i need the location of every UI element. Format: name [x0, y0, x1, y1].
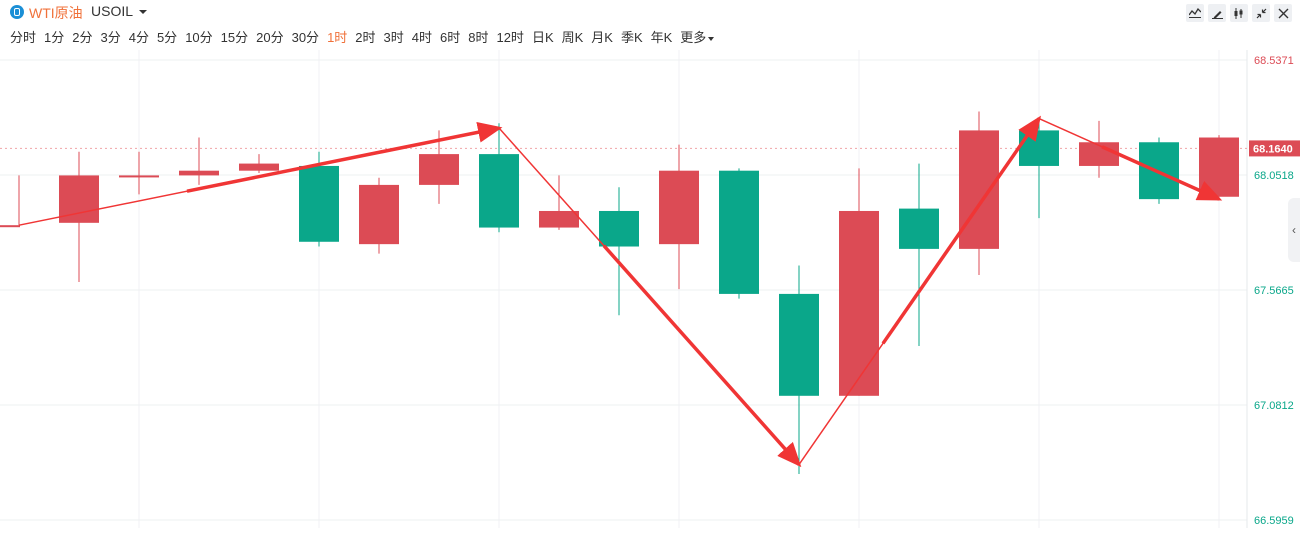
candle-body [1199, 137, 1239, 197]
candle-body [479, 154, 519, 228]
line-chart-icon[interactable] [1186, 4, 1204, 22]
more-periods-button[interactable]: 更多 [680, 27, 715, 45]
chevron-down-icon [708, 36, 715, 41]
period-tab[interactable]: 12时 [496, 30, 524, 45]
chart-header: WTI原油 USOIL [0, 0, 1300, 24]
candle-body [779, 293, 819, 396]
chevron-left-icon[interactable]: ‹ [1288, 198, 1300, 262]
trend-arrow-head [881, 115, 1041, 345]
period-tab[interactable]: 月K [591, 30, 613, 45]
period-tab[interactable]: 2时 [355, 30, 376, 45]
collapse-icon[interactable] [1252, 4, 1270, 22]
y-tick-label: 67.0812 [1254, 400, 1294, 412]
y-tick-label: 68.0518 [1254, 170, 1294, 182]
chevron-down-icon[interactable] [139, 10, 147, 14]
candle-body [659, 170, 699, 245]
period-tab[interactable]: 1时 [327, 30, 348, 45]
period-tab[interactable]: 30分 [291, 30, 320, 45]
period-tab[interactable]: 日K [531, 30, 554, 45]
period-tab[interactable]: 周K [561, 30, 584, 45]
candle-body [59, 175, 99, 223]
draw-pen-icon[interactable] [1208, 4, 1226, 22]
current-price-badge [1249, 140, 1300, 157]
candle-body [179, 170, 219, 176]
candle-body [359, 184, 399, 245]
y-tick-label: 66.5959 [1254, 515, 1294, 527]
candlestick-settings-icon[interactable] [1230, 4, 1248, 22]
symbol-name[interactable]: WTI原油 [29, 5, 83, 21]
period-tab[interactable]: 分时 [10, 30, 37, 45]
trend-arrow-head [1101, 145, 1223, 201]
candle-body [239, 163, 279, 171]
toolbar [1186, 4, 1292, 22]
period-tab[interactable]: 20分 [256, 30, 284, 45]
candle-body [899, 208, 939, 249]
candle-body [419, 154, 459, 185]
period-tab[interactable]: 3分 [100, 30, 121, 45]
period-tab[interactable]: 年K [650, 30, 673, 45]
period-tabs: 分时 1分 2分 3分 4分 5分 10分 15分 20分 30分 1时 2时 3时 4时 6时 8时 12时日… [10, 27, 722, 45]
period-tab[interactable]: 15分 [220, 30, 249, 45]
candle-body [839, 210, 879, 396]
period-tab[interactable]: 6时 [440, 30, 461, 45]
more-periods-label: 更多 [680, 30, 707, 45]
y-tick-label: 67.5665 [1254, 285, 1294, 297]
trend-arrow-head [186, 121, 503, 193]
candle-body [299, 165, 339, 242]
period-tab[interactable]: 3时 [383, 30, 404, 45]
trend-arrow-head [602, 244, 802, 468]
period-tab[interactable]: 2分 [72, 30, 93, 45]
candle-body [539, 210, 579, 228]
candle-body [0, 225, 20, 228]
symbol-icon [10, 5, 24, 19]
symbol-code[interactable]: USOIL [91, 3, 134, 19]
period-tab[interactable]: 10分 [185, 30, 213, 45]
close-icon[interactable] [1274, 4, 1292, 22]
period-tab[interactable]: 4时 [411, 30, 432, 45]
period-tab[interactable]: 4分 [128, 30, 149, 45]
period-tab[interactable]: 季K [620, 30, 643, 45]
candle-body [599, 210, 639, 247]
period-tab[interactable]: 1分 [44, 30, 65, 45]
candle-body [119, 175, 159, 178]
period-tab[interactable]: 5分 [156, 30, 178, 45]
current-price-label: 68.1640 [1253, 143, 1293, 155]
candle-body [719, 170, 759, 294]
candle-body [959, 130, 999, 249]
y-tick-label: 68.5371 [1254, 55, 1294, 67]
period-tab[interactable]: 8时 [468, 30, 489, 45]
